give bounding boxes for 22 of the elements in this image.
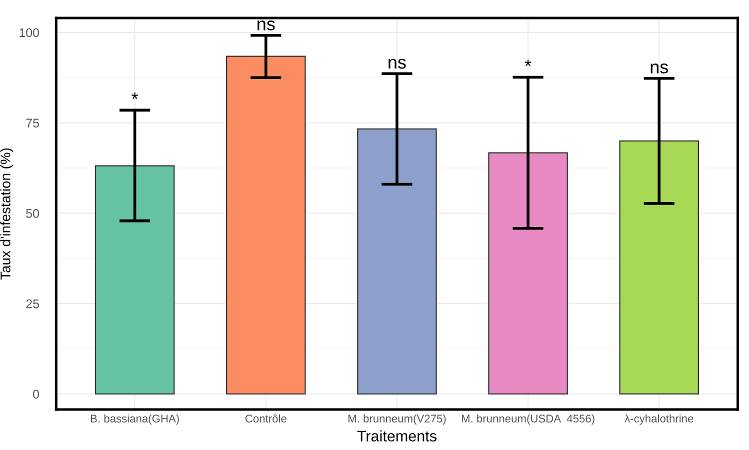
bar <box>357 128 437 395</box>
x-tick-label: Contrôle <box>245 414 286 423</box>
x-tick-label: λ-cyhalothrine <box>624 414 694 425</box>
y-tick-label: 100 <box>20 28 40 38</box>
annotation: ns <box>258 20 275 30</box>
y-tick-label: 0 <box>33 390 40 399</box>
y-axis-title: Taux d'infestation (%) <box>0 148 14 280</box>
x-tick-label: M. brunneum(USDA 4556) <box>462 414 594 425</box>
annotation: ns <box>388 58 406 69</box>
bar <box>226 56 306 395</box>
x-axis-title: Traitements <box>357 430 436 442</box>
y-tick-label: 25 <box>26 299 39 308</box>
x-tick-label: B. bassiana(GHA) <box>90 414 179 425</box>
annotation: * <box>132 92 138 99</box>
bar <box>488 152 568 395</box>
bar <box>94 165 175 395</box>
y-tick-label: 75 <box>26 118 39 128</box>
x-tick-label: M. brunneum(V275) <box>348 414 446 425</box>
annotation: * <box>524 60 532 66</box>
annotation: ns <box>650 64 668 74</box>
y-tick-label: 50 <box>26 209 40 218</box>
bar <box>619 140 699 395</box>
